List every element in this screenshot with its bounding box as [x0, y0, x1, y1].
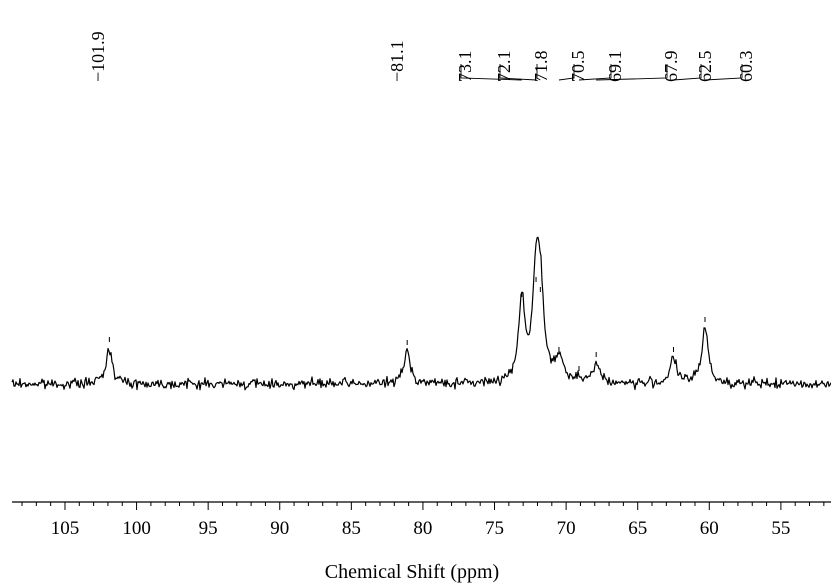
x-tick-label: 85 — [342, 518, 361, 539]
spectrum-trace-group — [12, 237, 831, 390]
x-tick-label: 95 — [199, 518, 218, 539]
peak-label: 60.3 — [736, 51, 756, 83]
peak-label: 71.8 — [531, 51, 551, 83]
x-tick-label: 60 — [700, 518, 719, 539]
spectrum-line — [12, 237, 831, 390]
peak-label: 72.1 — [494, 51, 514, 83]
x-axis-title: Chemical Shift (ppm) — [325, 561, 499, 583]
peak-label: −101.9 — [88, 31, 108, 82]
peak-label: 73.1 — [455, 51, 475, 83]
peak-label: 62.5 — [695, 51, 715, 83]
x-tick-label: 105 — [51, 518, 80, 539]
x-tick-label: 80 — [413, 518, 432, 539]
peak-label: 67.9 — [661, 51, 681, 83]
peak-labels-group: −101.9 −81.1 73.1 72.1 71.8 70.5 69.1 67.9 62.5 6… — [88, 31, 756, 82]
x-tick-label: 55 — [771, 518, 790, 539]
x-tick-label: 90 — [270, 518, 289, 539]
x-tick-label: 75 — [485, 518, 504, 539]
x-axis: 105 100 95 90 85 80 75 70 65 60 55 — [12, 502, 831, 539]
x-tick-label: 100 — [122, 518, 151, 539]
x-tick-label: 65 — [628, 518, 647, 539]
peak-label: −81.1 — [387, 40, 407, 82]
x-tick-label: 70 — [557, 518, 576, 539]
peak-label: 70.5 — [568, 51, 588, 83]
peak-label: 69.1 — [605, 51, 625, 83]
